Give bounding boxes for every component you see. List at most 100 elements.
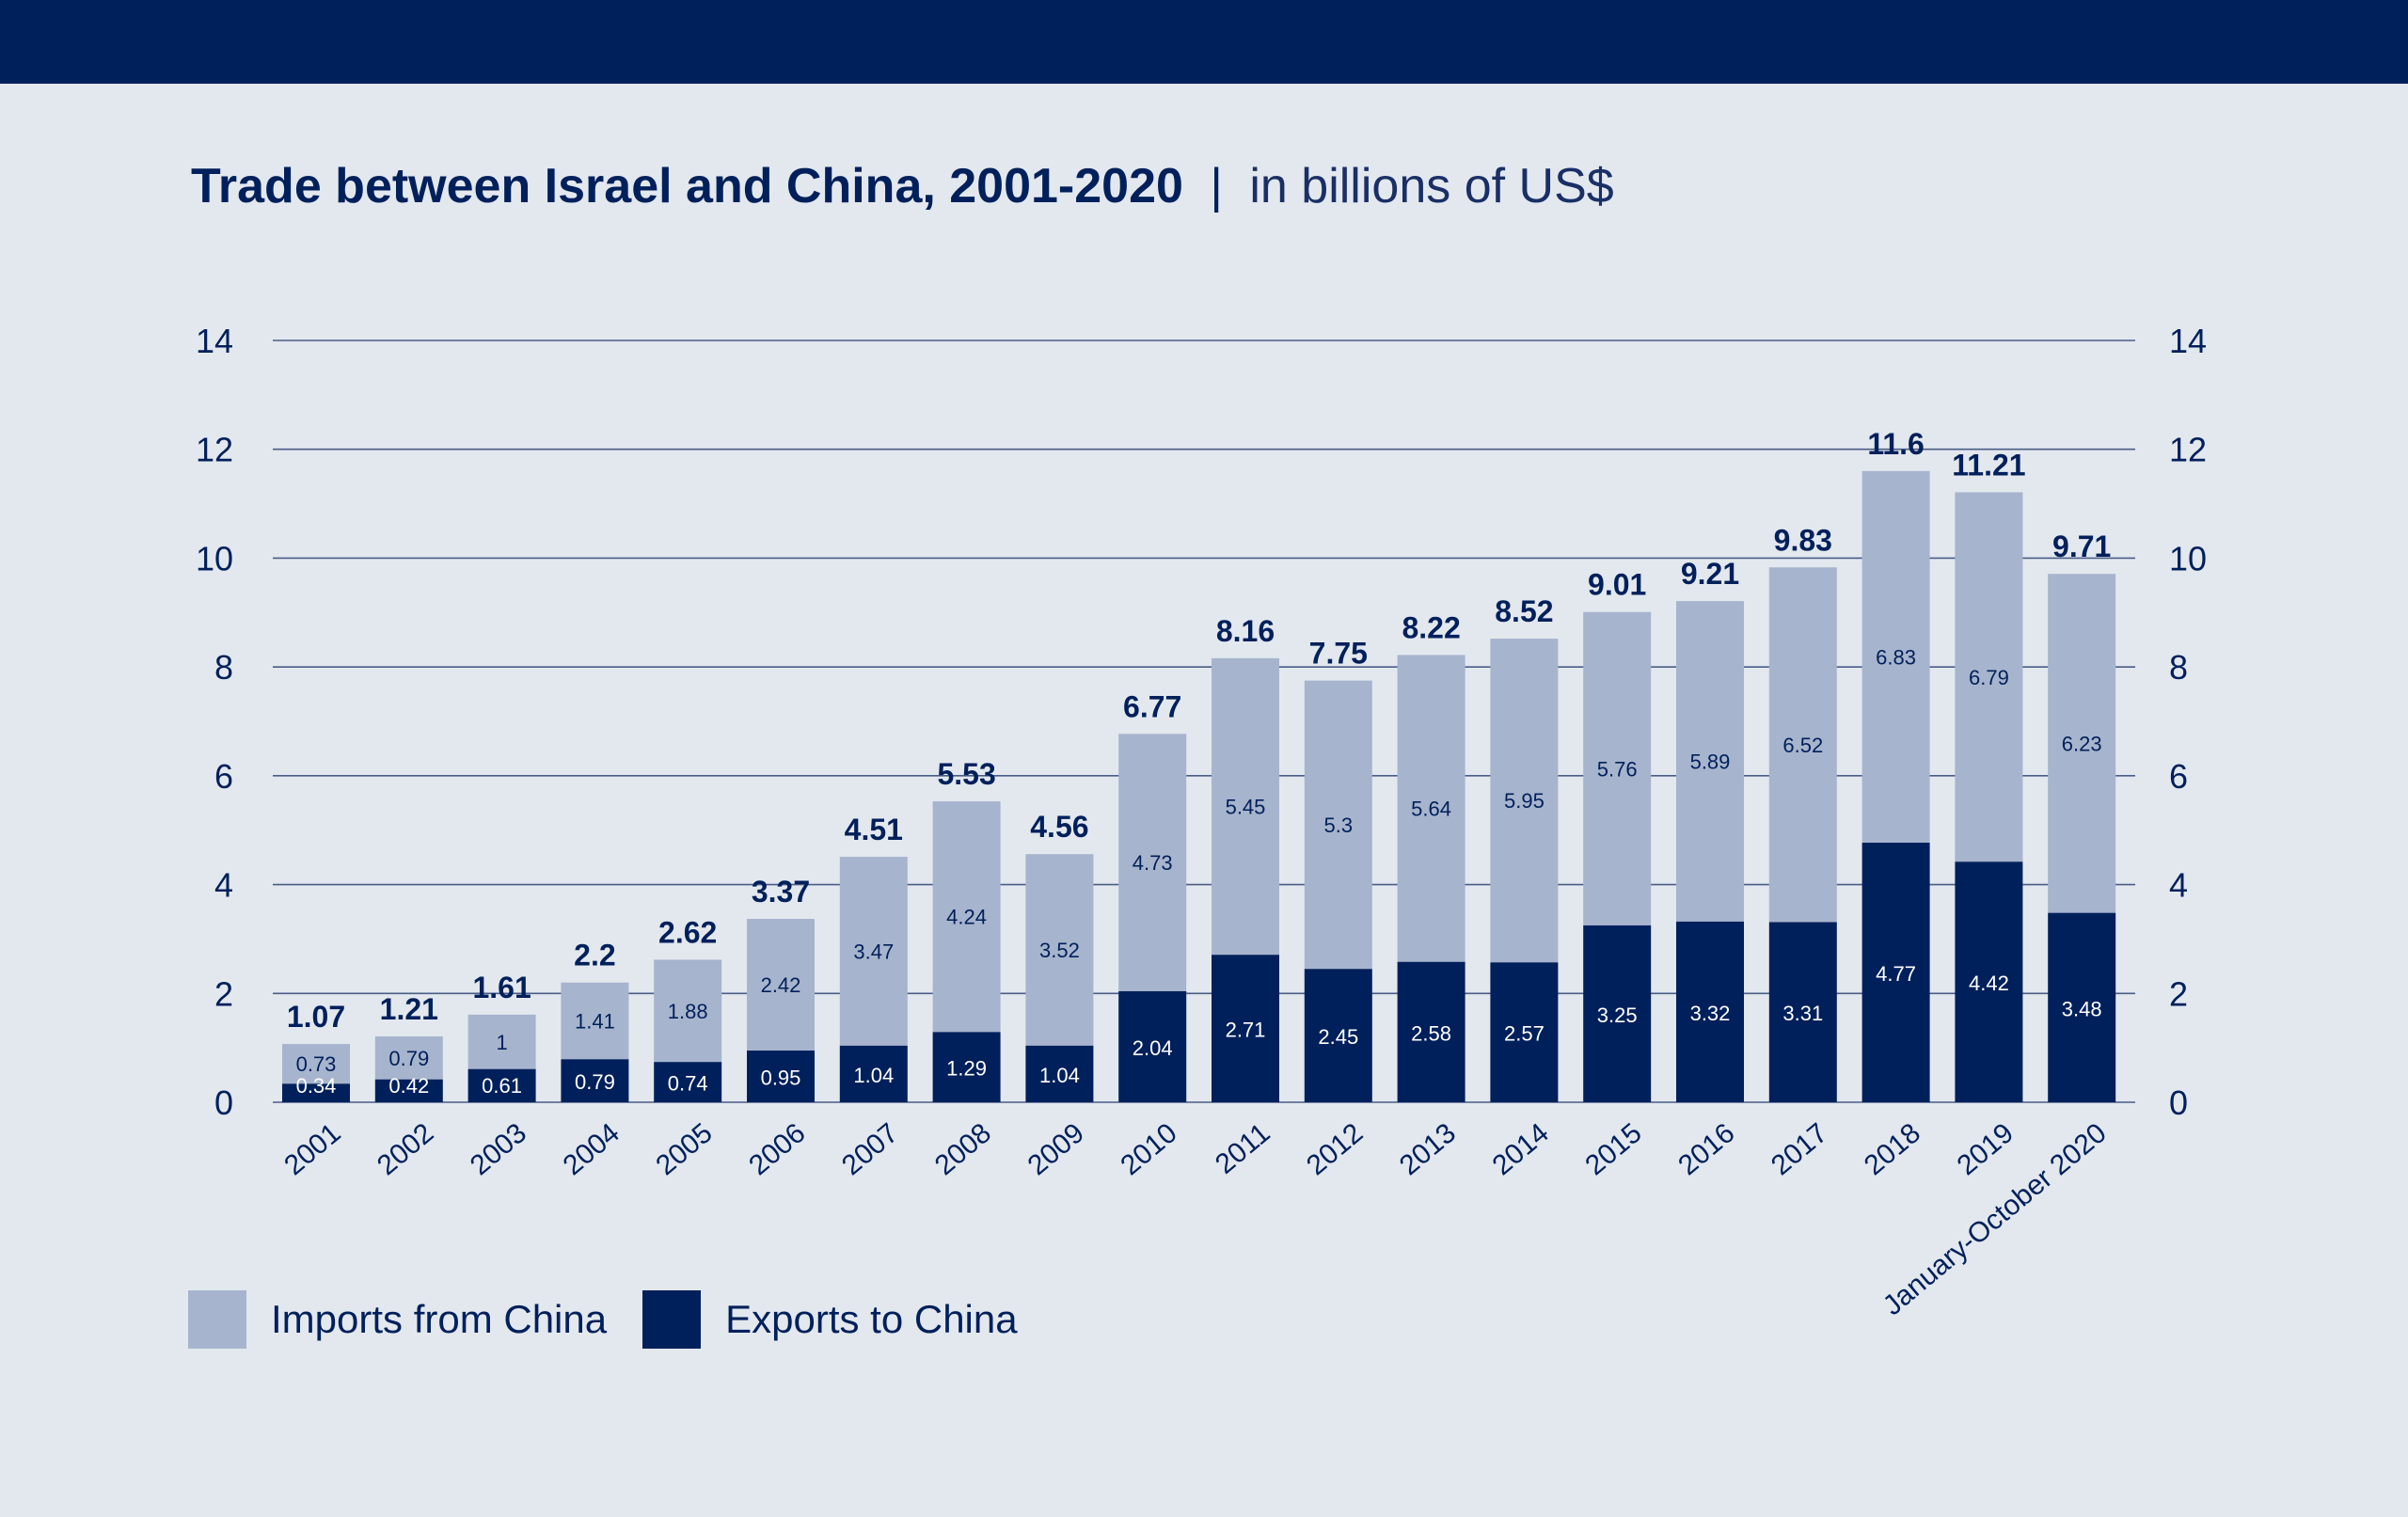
legend-swatch-exports (642, 1290, 702, 1349)
total-value-label: 7.75 (1309, 637, 1368, 671)
y-tick-label-right: 8 (2169, 648, 2188, 687)
total-value-label: 1.61 (472, 971, 531, 1004)
total-value-label: 8.52 (1495, 594, 1553, 628)
imports-value-label: 1.41 (575, 1010, 615, 1034)
legend-swatch-imports (188, 1290, 246, 1349)
bar-exports (561, 1059, 629, 1102)
bar-imports (467, 1014, 536, 1069)
bar-imports (1397, 655, 1465, 962)
bar-imports (1768, 567, 1837, 923)
exports-value-label: 0.74 (668, 1072, 708, 1096)
exports-value-label: 1.04 (1039, 1064, 1080, 1087)
imports-value-label: 0.73 (296, 1052, 337, 1076)
y-tick-label-left: 14 (196, 322, 233, 360)
bar-imports (1676, 601, 1744, 922)
imports-value-label: 6.79 (1969, 666, 2009, 689)
chart-title: Trade between Israel and China, 2001-202… (191, 158, 1614, 214)
bar-imports (1861, 470, 1930, 844)
y-tick-label-right: 2 (2169, 974, 2188, 1013)
legend-item-exports: Exports to China (642, 1290, 1018, 1349)
x-tick-label: 2011 (1210, 1117, 1276, 1180)
total-value-label: 1.21 (380, 992, 438, 1026)
imports-value-label: 6.23 (2062, 732, 2102, 755)
total-value-label: 2.2 (574, 939, 615, 972)
total-value-label: 8.16 (1216, 614, 1275, 648)
bar-imports (932, 801, 1001, 1033)
imports-value-label: 2.42 (761, 973, 801, 997)
x-tick-label: 2018 (1859, 1117, 1926, 1181)
bar-exports (1304, 969, 1372, 1102)
bar-imports (1118, 734, 1187, 991)
imports-value-label: 1.88 (668, 1000, 708, 1023)
bar-imports (561, 982, 629, 1060)
x-tick-label: 2010 (1115, 1117, 1182, 1181)
x-tick-label: 2008 (929, 1117, 997, 1181)
x-tick-label: 2006 (743, 1117, 811, 1181)
y-tick-label-left: 2 (214, 974, 233, 1013)
bar-imports (282, 1044, 350, 1084)
exports-value-label: 0.79 (575, 1070, 615, 1094)
total-value-label: 6.77 (1123, 689, 1181, 723)
exports-value-label: 2.45 (1318, 1025, 1358, 1049)
imports-value-label: 5.45 (1226, 796, 1266, 819)
x-tick-label: 2003 (465, 1117, 532, 1181)
bar-imports (1304, 680, 1372, 970)
total-value-label: 9.01 (1588, 568, 1646, 602)
imports-value-label: 4.24 (946, 906, 987, 929)
total-value-label: 9.83 (1774, 523, 1832, 557)
total-value-label: 8.22 (1402, 610, 1460, 644)
bar-imports (1025, 854, 1094, 1046)
bar-exports (1861, 843, 1930, 1102)
y-tick-label-right: 4 (2169, 866, 2188, 905)
bar-imports (374, 1035, 443, 1080)
bar-exports (654, 1062, 722, 1102)
legend-item-imports: Imports from China (188, 1290, 607, 1349)
bar-exports (932, 1032, 1001, 1102)
total-value-label: 11.6 (1867, 427, 1925, 461)
exports-value-label: 0.61 (482, 1074, 522, 1098)
total-value-label: 4.56 (1030, 810, 1088, 844)
bar-exports (282, 1083, 350, 1102)
x-tick-label: 2013 (1394, 1117, 1462, 1181)
imports-value-label: 5.3 (1324, 814, 1354, 837)
y-tick-label-left: 12 (196, 431, 233, 469)
x-tick-label: 2015 (1579, 1117, 1647, 1181)
legend-label-imports: Imports from China (271, 1297, 608, 1341)
bar-imports (1583, 611, 1652, 925)
total-value-label: 1.07 (287, 1000, 345, 1034)
x-tick-label: 2009 (1022, 1117, 1090, 1181)
bar-exports (1212, 955, 1279, 1102)
exports-value-label: 3.25 (1597, 1003, 1638, 1027)
imports-value-label: 0.79 (388, 1047, 429, 1070)
imports-value-label: 6.83 (1876, 645, 1916, 669)
x-tick-label: 2007 (836, 1117, 904, 1181)
total-value-label: 3.37 (752, 875, 810, 909)
bar-exports (747, 1051, 815, 1102)
bar-exports (2048, 912, 2116, 1102)
imports-value-label: 4.73 (1133, 851, 1173, 875)
top-banner (0, 0, 2408, 84)
imports-value-label: 3.52 (1039, 939, 1080, 962)
bar-exports (1676, 921, 1744, 1102)
y-tick-label-left: 0 (214, 1083, 233, 1122)
x-tick-label: 2002 (372, 1117, 439, 1181)
exports-value-label: 3.31 (1782, 1002, 1823, 1025)
bar-exports (1583, 924, 1652, 1102)
exports-value-label: 4.42 (1969, 972, 2009, 995)
y-tick-label-left: 8 (214, 648, 233, 687)
legend-label-exports: Exports to China (725, 1297, 1018, 1341)
exports-value-label: 2.04 (1133, 1036, 1173, 1060)
bar-imports (747, 919, 815, 1051)
x-tick-label: 2019 (1952, 1117, 2020, 1181)
total-value-label: 9.21 (1681, 557, 1739, 591)
bar-exports (1397, 961, 1465, 1102)
legend: Imports from China Exports to China (188, 1290, 1054, 1349)
y-tick-label-right: 14 (2169, 322, 2207, 360)
exports-value-label: 3.32 (1690, 1002, 1731, 1025)
bar-exports (839, 1045, 908, 1102)
y-tick-label-left: 4 (214, 866, 233, 905)
imports-value-label: 6.52 (1782, 734, 1823, 757)
y-tick-label-right: 6 (2169, 757, 2188, 796)
x-tick-label: 2014 (1487, 1117, 1555, 1181)
